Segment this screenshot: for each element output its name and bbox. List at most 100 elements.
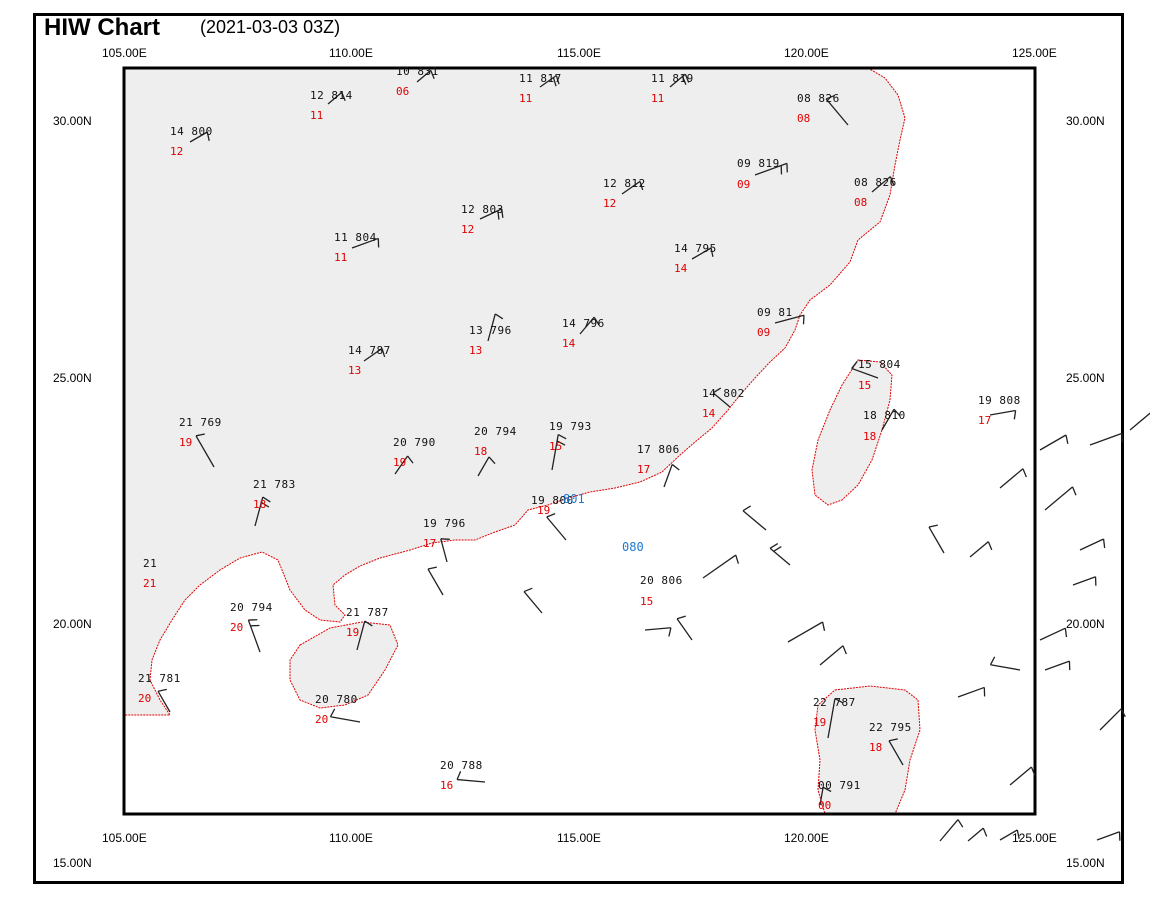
wind-barb-shaft bbox=[827, 698, 836, 739]
station-top-label: 09 819 bbox=[737, 157, 780, 170]
wind-barb bbox=[1044, 486, 1077, 511]
wind-barb bbox=[327, 91, 346, 105]
wind-barb-shaft bbox=[427, 568, 444, 596]
land-taiwan bbox=[811, 359, 893, 506]
wind-barb bbox=[825, 94, 849, 126]
station-top-label: 09 81 bbox=[757, 306, 793, 319]
wind-barb-shaft bbox=[189, 131, 208, 143]
wind-barb bbox=[957, 686, 986, 698]
wind-barb-feather bbox=[1013, 410, 1017, 420]
wind-barb bbox=[394, 455, 414, 475]
wind-barb-feather bbox=[842, 645, 847, 655]
wind-barb bbox=[769, 542, 791, 566]
wind-barb-shaft bbox=[644, 627, 671, 631]
station-bottom-label: 17 bbox=[978, 414, 992, 427]
wind-barb-shaft bbox=[1039, 434, 1067, 451]
wind-barb bbox=[523, 587, 543, 614]
wind-barb bbox=[247, 619, 261, 653]
station-bottom-label: 19 bbox=[346, 626, 360, 639]
wind-barb-feather bbox=[341, 92, 346, 102]
wind-barb bbox=[479, 208, 504, 220]
station-top-label: 13 796 bbox=[469, 324, 512, 337]
station-bottom-label: 11 bbox=[519, 92, 533, 105]
station-top-label: 20 794 bbox=[474, 425, 517, 438]
wind-barb bbox=[928, 524, 945, 554]
station-bottom-label: 18 bbox=[863, 430, 877, 443]
station-top-label: 20 780 bbox=[315, 693, 358, 706]
wind-barb bbox=[621, 180, 644, 195]
station-top-label: 19 800 bbox=[531, 494, 574, 507]
station-bottom-label: 14 bbox=[674, 262, 688, 275]
wind-barb-feather bbox=[1064, 628, 1068, 638]
wind-barb-feather bbox=[742, 505, 751, 512]
wind-barb-shaft bbox=[195, 435, 215, 468]
right-lat-tick: 15.00N bbox=[1066, 856, 1105, 870]
wind-barbs-layer bbox=[157, 69, 1150, 842]
station-top-label: 21 bbox=[143, 557, 158, 570]
wind-barb bbox=[1044, 660, 1071, 671]
wind-barb bbox=[999, 468, 1027, 489]
station-bottom-label: 12 bbox=[170, 145, 184, 158]
wind-barb-feather bbox=[261, 501, 270, 508]
right-lat-tick: 30.00N bbox=[1066, 114, 1105, 128]
wind-barb bbox=[329, 708, 361, 723]
wind-barb bbox=[774, 314, 805, 325]
wind-barb-shaft bbox=[487, 313, 496, 342]
top-lon-tick: 110.00E bbox=[329, 46, 373, 60]
wind-barb-shaft bbox=[851, 367, 879, 379]
wind-barb-feather bbox=[822, 786, 832, 793]
wind-barb bbox=[356, 620, 373, 651]
wind-barb-feather bbox=[928, 524, 938, 528]
wind-barb bbox=[989, 409, 1017, 420]
wind-barb-feather bbox=[1120, 708, 1126, 718]
wind-barb-feather bbox=[427, 566, 437, 570]
station-top-label: 19 793 bbox=[549, 420, 592, 433]
wind-barb-shaft bbox=[712, 392, 731, 408]
wind-barb bbox=[1072, 576, 1097, 586]
wind-barb-shaft bbox=[1009, 766, 1032, 786]
wind-barb bbox=[742, 505, 767, 531]
wind-barb bbox=[539, 74, 560, 88]
bottom-lon-tick: 115.00E bbox=[557, 831, 601, 845]
wind-barb-shaft bbox=[1089, 432, 1123, 446]
wind-barb bbox=[551, 433, 567, 471]
wind-barb-feather bbox=[195, 433, 205, 437]
station-bottom-label: 13 bbox=[348, 364, 362, 377]
wind-barb-shaft bbox=[881, 408, 895, 431]
station-bottom-label: 19 bbox=[179, 436, 193, 449]
wind-barb bbox=[487, 313, 504, 342]
wind-barb-shaft bbox=[440, 538, 448, 563]
wind-barb-shaft bbox=[999, 468, 1024, 489]
chart-title: HIW Chart bbox=[44, 14, 160, 41]
wind-barb-shaft bbox=[247, 619, 261, 653]
land-hainan bbox=[289, 621, 399, 709]
wind-barb-feather bbox=[364, 620, 373, 627]
wind-barb-feather bbox=[494, 313, 504, 320]
station-top-label: 20 788 bbox=[440, 759, 483, 772]
wind-barb bbox=[663, 463, 680, 488]
wind-barb-feather bbox=[1030, 766, 1036, 776]
station-bottom-label: 18 bbox=[869, 741, 883, 754]
wind-barb-feather bbox=[982, 827, 988, 837]
wind-barb bbox=[1096, 831, 1121, 841]
station-bottom-label: 11 bbox=[651, 92, 665, 105]
wind-barb-feather bbox=[957, 819, 964, 828]
station-top-label: 12 803 bbox=[461, 203, 504, 216]
wind-barb-feather bbox=[555, 75, 560, 85]
wind-barb-shaft bbox=[1079, 538, 1104, 551]
wind-barb-feather bbox=[1071, 486, 1077, 496]
wind-barb-shaft bbox=[774, 314, 805, 324]
station-top-label: 22 787 bbox=[813, 696, 856, 709]
station-bottom-label: 11 bbox=[334, 251, 348, 264]
wind-barb-shaft bbox=[1129, 412, 1150, 431]
wind-barb bbox=[819, 786, 832, 806]
station-top-label: 21 769 bbox=[179, 416, 222, 429]
station-bottom-label: 14 bbox=[702, 407, 716, 420]
wind-barb bbox=[1099, 708, 1126, 731]
wind-barb-feather bbox=[552, 77, 557, 87]
station-bottom-label: 09 bbox=[737, 178, 751, 191]
wind-barb bbox=[888, 738, 904, 766]
wind-barb bbox=[967, 827, 988, 842]
wind-barb-shaft bbox=[157, 690, 171, 713]
wind-barb-shaft bbox=[1044, 486, 1073, 511]
